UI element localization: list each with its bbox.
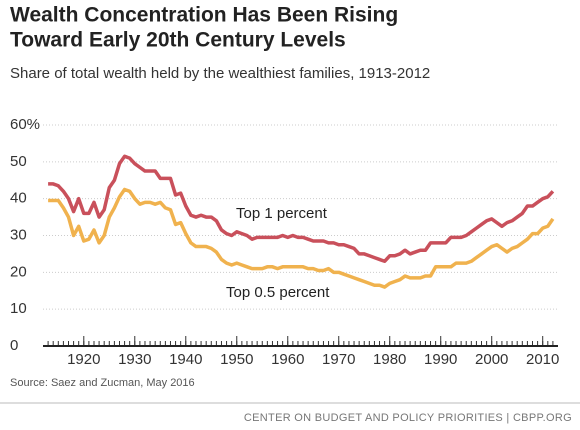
- y-tick-label: 60%: [10, 116, 40, 133]
- series-line: [48, 187, 555, 289]
- x-tick-label: 2000: [475, 351, 508, 368]
- series-label: Top 1 percent: [236, 205, 328, 222]
- y-tick-label: 20: [10, 263, 27, 280]
- x-tick-label: 1940: [169, 351, 202, 368]
- footer: CENTER ON BUDGET AND POLICY PRIORITIES |…: [244, 412, 572, 424]
- y-tick-label: 40: [10, 190, 27, 207]
- x-tick-label: 1920: [67, 351, 100, 368]
- x-tick-label: 1950: [220, 351, 253, 368]
- x-tick-label: 1930: [118, 351, 151, 368]
- x-tick-label: 1980: [373, 351, 406, 368]
- x-tick-label: 1990: [424, 351, 457, 368]
- y-tick-label: 10: [10, 300, 27, 317]
- y-tick-label: 50: [10, 153, 27, 170]
- x-tick-label: 1960: [271, 351, 304, 368]
- series-line: [48, 154, 555, 264]
- chart-title: Wealth Concentration Has Been Rising: [10, 4, 398, 27]
- y-tick-label: 30: [10, 226, 27, 243]
- chart-subtitle: Share of total wealth held by the wealth…: [10, 65, 430, 82]
- chart-title: Toward Early 20th Century Levels: [10, 29, 346, 52]
- y-tick-label: 0: [10, 337, 18, 354]
- series-label: Top 0.5 percent: [226, 284, 330, 301]
- source: Source: Saez and Zucman, May 2016: [10, 377, 195, 389]
- x-tick-label: 2010: [526, 351, 559, 368]
- x-tick-label: 1970: [322, 351, 355, 368]
